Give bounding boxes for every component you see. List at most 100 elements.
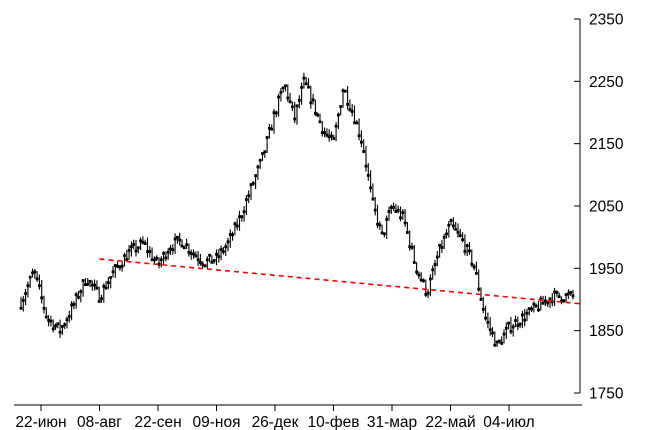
price-bar (458, 228, 462, 238)
price-bar (270, 124, 274, 131)
price-bar (228, 229, 232, 248)
price-bar (47, 315, 50, 327)
price-bar (164, 251, 168, 262)
price-bar (419, 272, 423, 282)
price-bar (157, 257, 161, 269)
price-bar (102, 283, 106, 303)
price-bar (31, 268, 34, 278)
price-bar (242, 206, 246, 222)
price-bar (132, 239, 136, 250)
price-bar (265, 136, 269, 154)
price-bar (562, 299, 566, 304)
price-bar (247, 190, 251, 204)
price-bar (159, 256, 163, 268)
price-bar (472, 263, 476, 271)
price-bar (251, 181, 255, 186)
price-bar (318, 113, 322, 124)
price-bar (394, 204, 398, 213)
price-bar (249, 183, 253, 200)
price-bar (54, 323, 57, 331)
x-tick-label: 22-сен (134, 414, 181, 430)
price-bar (104, 280, 108, 290)
price-bar (176, 235, 179, 244)
price-bar (569, 290, 573, 296)
price-bar (537, 300, 540, 312)
price-bar (88, 279, 92, 288)
price-bar (258, 158, 262, 169)
price-bar (493, 331, 497, 347)
price-bar (314, 99, 317, 117)
price-bar (548, 297, 552, 309)
price-bar (571, 289, 575, 300)
price-bar (475, 261, 478, 275)
x-tick-label: 10-фев (307, 414, 359, 430)
price-bar (495, 340, 499, 347)
price-bar (44, 307, 48, 319)
price-bar (134, 239, 138, 257)
price-bar (178, 232, 182, 246)
price-bar (123, 252, 126, 267)
price-bar (477, 269, 481, 292)
price-bar (452, 217, 455, 230)
trendline (99, 258, 583, 305)
price-bar (422, 278, 425, 283)
price-bar (353, 105, 356, 125)
price-bar (456, 223, 460, 238)
price-bar (309, 85, 313, 109)
price-bar (169, 244, 172, 255)
price-bar (100, 294, 103, 303)
x-tick-label: 22-июн (15, 414, 66, 430)
price-bar (401, 209, 405, 220)
price-bar (139, 237, 142, 250)
price-bar (373, 196, 377, 216)
y-tick-label: 2050 (589, 199, 624, 216)
price-bar (272, 109, 276, 134)
price-bar (484, 305, 487, 321)
price-bar (399, 206, 402, 222)
price-bar (530, 305, 533, 312)
price-bar (148, 246, 152, 258)
price-bar (146, 237, 149, 258)
price-bar (320, 121, 324, 137)
price-bar (74, 292, 78, 309)
price-bar (125, 250, 129, 262)
price-bar (297, 95, 301, 109)
price-bar (332, 134, 336, 140)
price-bar (208, 253, 211, 263)
price-bar (256, 164, 260, 180)
price-bar (192, 249, 195, 259)
price-bar (488, 317, 492, 336)
price-bar (387, 206, 391, 221)
price-bar (240, 215, 244, 222)
price-bar (461, 232, 464, 243)
price-bar (38, 274, 41, 290)
price-bar (408, 230, 412, 251)
price-bar (263, 150, 267, 158)
price-bar (486, 312, 490, 329)
price-bar (378, 221, 382, 230)
price-bar (49, 315, 53, 327)
price-bar (187, 243, 191, 257)
price-bar (72, 301, 76, 310)
price-bars (19, 72, 575, 347)
price-bar (118, 264, 122, 271)
price-bar (468, 242, 471, 255)
price-bar (212, 259, 216, 264)
price-bar (107, 277, 110, 289)
price-bar (431, 265, 435, 280)
x-tick-label: 22-май (425, 414, 475, 430)
price-bar (84, 278, 87, 287)
price-bar (215, 249, 218, 266)
price-bar (238, 210, 241, 231)
price-bar (194, 251, 198, 258)
price-bar (539, 295, 543, 311)
price-bar (304, 77, 308, 86)
price-bar (217, 248, 221, 263)
price-bar (196, 251, 200, 266)
price-bar (111, 266, 115, 278)
y-tick-label: 2250 (589, 74, 624, 91)
price-bar (277, 93, 280, 117)
price-bar (58, 319, 62, 339)
price-bar (79, 289, 83, 303)
price-bar (325, 128, 329, 138)
